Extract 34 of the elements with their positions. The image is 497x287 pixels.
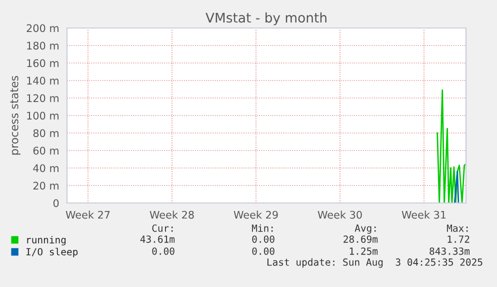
text: 43.61m [140,235,175,243]
text: 0.00 [152,247,174,255]
chart-title: VMstat - by month [206,12,326,26]
x-tick-label: Week 31 [402,210,446,219]
legend-label: I/O sleep [26,248,78,258]
y-tick-label: 200 m [26,24,58,32]
line-series [436,89,466,203]
x-tick-label: Week 29 [234,210,278,219]
y-tick-label: 0 [53,199,59,208]
text: Cur: [152,224,173,232]
text: 0.00 [252,247,274,255]
text: Avg: [354,224,376,234]
text: Min: [252,224,273,232]
legend-label: running [27,236,66,246]
y-tick-label: 40 m [33,164,58,172]
text: 0.00 [252,235,274,243]
y-tick-label: 140 m [27,76,58,85]
text: 1.25m [350,247,378,255]
x-tick-label: Week 28 [150,210,194,219]
text: Last update: Sun Aug 3 04:25:35 2025 [267,258,482,268]
text: 843.33m [430,247,470,255]
y-axis-title: process states [10,76,20,155]
text: 28.69m [344,235,378,243]
y-tick-label: 20 m [33,182,58,190]
y-tick-label: 100 m [27,112,58,120]
x-tick-label: Week 27 [66,210,110,219]
y-tick-label: 80 m [33,129,58,138]
y-tick-label: 160 m [27,59,58,68]
y-tick-label: 180 m [27,42,58,50]
text: Max: [446,224,468,232]
x-tick-label: Week 30 [318,210,362,219]
y-tick-label: 120 m [27,94,58,102]
text: 1.72 [448,235,470,243]
y-tick-label: 60 m [33,146,58,155]
